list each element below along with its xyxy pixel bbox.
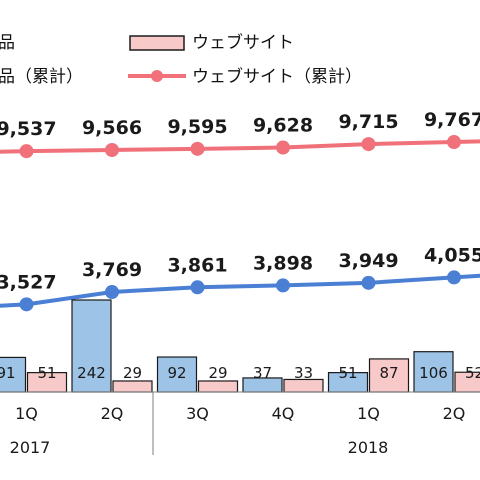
- line-series-layer: [0, 135, 480, 312]
- bar-label-series1-4: 37: [253, 364, 272, 382]
- line-marker-2-1: [19, 297, 34, 312]
- line-label-3-5: 9,715: [338, 111, 398, 133]
- bar-label-series2-6: 52: [465, 364, 480, 382]
- group-label-1: 2018: [348, 438, 389, 457]
- bar-label-series2-3: 29: [208, 364, 227, 382]
- line-label-3-2: 9,566: [82, 117, 142, 139]
- line-2: [0, 273, 480, 308]
- line-marker-2-3: [190, 280, 205, 295]
- bar-series-layer: [0, 299, 480, 393]
- bar-series1-3: [156, 356, 198, 393]
- line-3: [0, 139, 480, 154]
- line-marker-3-5: [361, 137, 376, 152]
- line-label-3-1: 9,537: [0, 118, 57, 140]
- line-label-2-1: 3,527: [0, 271, 57, 293]
- line-marker-3-4: [276, 140, 290, 155]
- group-label-0: 2017: [10, 438, 51, 457]
- line-label-2-4: 3,898: [253, 252, 313, 274]
- line-label-3-6: 9,767: [424, 109, 480, 131]
- legend: 品 ウェブサイト 品（累計） ウェブサイト（累計）: [0, 32, 362, 87]
- legend-label-line1: 品（累計）: [0, 67, 83, 87]
- bar-label-series2-5: 87: [379, 364, 398, 382]
- legend-label-line2: ウェブサイト（累計）: [192, 66, 362, 87]
- legend-label-bar2: ウェブサイト: [192, 32, 294, 53]
- data-label-layer: 91 242 92 37 51 106 51 29 29 33 87 52 3,527 3,769 3,86…: [0, 109, 480, 382]
- bar-label-series2-4: 33: [294, 364, 313, 382]
- bar-label-series1-1: 91: [0, 364, 16, 382]
- line-marker-2-5: [361, 275, 376, 290]
- bar-series2-2: [112, 380, 153, 393]
- line-label-2-5: 3,949: [338, 250, 398, 272]
- bar-label-series1-3: 92: [167, 364, 186, 382]
- x-tick-6: 2Q: [443, 404, 466, 423]
- legend-swatch-line2-marker: [151, 70, 163, 82]
- line-marker-2-6: [447, 270, 461, 285]
- bar-series2-5: [368, 358, 410, 393]
- line-label-2-6: 4,055: [424, 244, 480, 266]
- bar-label-series1-2: 242: [77, 364, 106, 382]
- line-marker-2-2: [105, 285, 119, 299]
- line-marker-3-2: [105, 143, 119, 157]
- line-marker-3-3: [190, 141, 205, 156]
- line-label-3-3: 9,595: [167, 116, 227, 138]
- legend-swatch-bar2: [129, 35, 185, 51]
- line-marker-3-1: [19, 144, 34, 159]
- x-tick-5: 1Q: [357, 404, 380, 423]
- bar-series1-1: [0, 356, 27, 393]
- line-marker-2-4: [276, 278, 290, 293]
- bar-label-series2-1: 51: [37, 364, 56, 382]
- bar-label-series2-2: 29: [123, 364, 142, 382]
- x-tick-3: 3Q: [186, 404, 209, 423]
- line-marker-3-6: [447, 135, 461, 150]
- x-tick-1: 1Q: [15, 404, 38, 423]
- line-label-3-4: 9,628: [253, 115, 313, 137]
- x-tick-2: 2Q: [101, 404, 124, 423]
- legend-label-bar1: 品: [0, 33, 15, 53]
- x-axis-ticks: 1Q 2Q 3Q 4Q 1Q 2Q 2017 2018: [10, 392, 466, 457]
- line-label-2-3: 3,861: [167, 254, 227, 276]
- line-label-2-2: 3,769: [82, 259, 142, 281]
- bar-series2-3: [197, 380, 239, 393]
- bar-label-series1-6: 106: [419, 364, 448, 382]
- x-tick-4: 4Q: [272, 404, 295, 423]
- bar-label-series1-5: 51: [338, 364, 357, 382]
